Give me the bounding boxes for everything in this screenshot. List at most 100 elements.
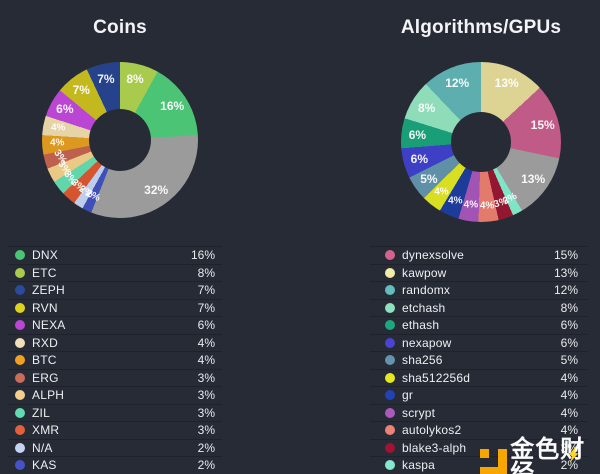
legend-percent: 5% <box>560 353 578 368</box>
legend-label: RVN <box>32 300 58 315</box>
legend-label: NEXA <box>32 318 66 333</box>
legend-row-randomx[interactable]: randomx 12% <box>370 282 588 300</box>
legend-row-etc[interactable]: ETC 8% <box>8 265 222 282</box>
legend-color-dot <box>15 390 25 401</box>
legend-color-dot <box>385 407 395 418</box>
legend-row-ethash[interactable]: ethash 6% <box>370 317 588 335</box>
legend-row-sha512256d[interactable]: sha512256d 4% <box>370 370 588 387</box>
legend-percent: 2% <box>197 458 215 473</box>
legend-percent: 7% <box>197 283 215 298</box>
legend-percent: 15% <box>553 248 578 263</box>
legend-label: randomx <box>402 283 451 298</box>
legend-row-erg[interactable]: ERG 3% <box>8 370 222 387</box>
legend-color-dot <box>15 372 25 383</box>
legend-percent: 3% <box>197 388 215 403</box>
legend-color-dot <box>15 320 25 331</box>
legend-label: dynexsolve <box>402 248 465 263</box>
legend-label: gr <box>402 388 414 403</box>
legend-percent: 16% <box>190 248 215 263</box>
legend-row-autolykos2[interactable]: autolykos2 4% <box>370 422 588 440</box>
jinse-logo-icon <box>480 449 504 474</box>
legend-row-btc[interactable]: BTC 4% <box>8 352 222 370</box>
legend-percent: 12% <box>553 283 578 298</box>
legend-color-dot <box>385 442 395 453</box>
legend-color-dot <box>15 460 25 471</box>
legend-percent: 4% <box>560 388 578 403</box>
legend-color-dot <box>15 285 25 296</box>
donut-hole <box>451 112 511 172</box>
legend-row-kawpow[interactable]: kawpow 13% <box>370 265 588 282</box>
coins-chart-title: Coins <box>93 17 147 38</box>
legend-row-nexapow[interactable]: nexapow 6% <box>370 335 588 352</box>
legend-color-dot <box>15 442 25 453</box>
legend-color-dot <box>385 320 395 331</box>
watermark-text: 金色财经 <box>510 436 586 474</box>
legend-row-dnx[interactable]: DNX 16% <box>8 247 222 265</box>
legend-row-dynexsolve[interactable]: dynexsolve 15% <box>370 247 588 265</box>
donut-hole <box>88 108 151 171</box>
legend-color-dot <box>385 267 395 278</box>
algorithms-chart-title: Algorithms/GPUs <box>400 17 562 38</box>
legend-label: ALPH <box>32 388 65 403</box>
legend-label: scrypt <box>402 405 436 420</box>
legend-color-dot <box>385 372 395 383</box>
legend-percent: 2% <box>197 440 215 455</box>
legend-color-dot <box>15 267 25 278</box>
legend-label: blake3-alph <box>402 440 467 455</box>
legend-label: ERG <box>32 370 59 385</box>
legend-percent: 2% <box>560 458 578 473</box>
legend-color-dot <box>15 250 25 261</box>
legend-percent: 3% <box>197 370 215 385</box>
legend-label: XMR <box>32 423 60 438</box>
legend-percent: 8% <box>560 300 578 315</box>
legend-row-sha256[interactable]: sha256 5% <box>370 352 588 370</box>
legend-color-dot <box>385 390 395 401</box>
legend-row-zil[interactable]: ZIL 3% <box>8 405 222 422</box>
legend-color-dot <box>15 337 25 348</box>
legend-row-zeph[interactable]: ZEPH 7% <box>8 282 222 300</box>
legend-percent: 13% <box>553 265 578 280</box>
legend-color-dot <box>385 302 395 313</box>
legend-percent: 4% <box>197 353 215 368</box>
legend-row-rvn[interactable]: RVN 7% <box>8 300 222 317</box>
legend-color-dot <box>15 407 25 418</box>
legend-row-kas[interactable]: KAS 2% <box>8 457 222 474</box>
legend-color-dot <box>385 337 395 348</box>
legend-label: DNX <box>32 248 58 263</box>
legend-row-gr[interactable]: gr 4% <box>370 387 588 405</box>
legend-row-etchash[interactable]: etchash 8% <box>370 300 588 317</box>
legend-color-dot <box>15 302 25 313</box>
legend-color-dot <box>385 250 395 261</box>
legend-row-scrypt[interactable]: scrypt 4% <box>370 405 588 422</box>
legend-row-kaspa[interactable]: kaspa 2% <box>370 457 588 474</box>
legend-row-nexa[interactable]: NEXA 6% <box>8 317 222 335</box>
coins-legend: DNX 16% ETC 8% ZEPH 7% RVN 7% NEXA 6% RXD 4% BTC 4% ER… <box>8 246 222 474</box>
legend-row-n-a[interactable]: N/A 2% <box>8 440 222 457</box>
legend-color-dot <box>385 355 395 366</box>
legend-row-blake3-alph[interactable]: blake3-alph 3% <box>370 440 588 457</box>
legend-label: autolykos2 <box>402 423 462 438</box>
legend-row-alph[interactable]: ALPH 3% <box>8 387 222 405</box>
legend-percent: 6% <box>560 318 578 333</box>
legend-percent: 3% <box>197 405 215 420</box>
legend-percent: 4% <box>560 405 578 420</box>
legend-label: sha512256d <box>402 370 471 385</box>
algorithms-legend: dynexsolve 15% kawpow 13% randomx 12% etchash 8… <box>370 246 588 474</box>
legend-row-xmr[interactable]: XMR 3% <box>8 422 222 440</box>
legend-label: KAS <box>32 458 57 473</box>
legend-color-dot <box>385 285 395 296</box>
legend-label: BTC <box>32 353 57 368</box>
legend-label: nexapow <box>402 335 452 350</box>
jinse-finance-watermark: 金色财经 <box>480 438 600 474</box>
legend-label: RXD <box>32 335 58 350</box>
legend-percent: 7% <box>197 300 215 315</box>
legend-color-dot <box>385 425 395 436</box>
legend-percent: 6% <box>560 335 578 350</box>
legend-label: kawpow <box>402 265 447 280</box>
legend-percent: 6% <box>197 318 215 333</box>
legend-row-rxd[interactable]: RXD 4% <box>8 335 222 352</box>
legend-label: sha256 <box>402 353 443 368</box>
legend-percent: 4% <box>560 423 578 438</box>
legend-label: kaspa <box>402 458 436 473</box>
